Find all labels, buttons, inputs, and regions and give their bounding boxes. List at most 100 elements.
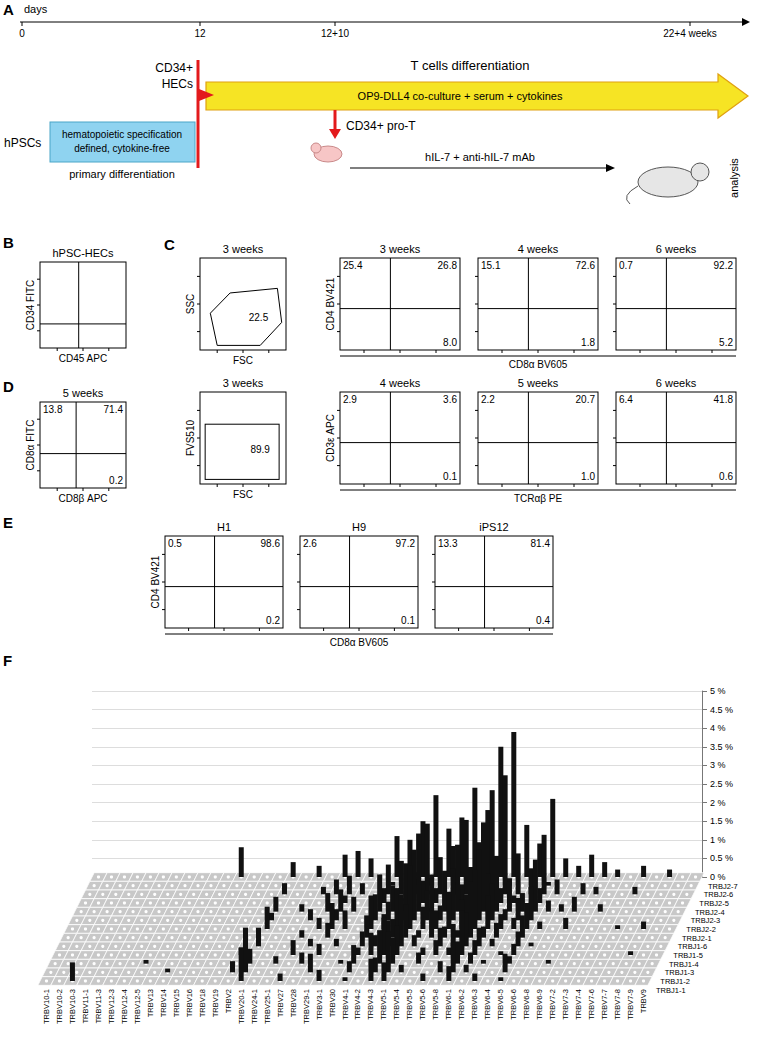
svg-text:TRBJ2-4: TRBJ2-4: [695, 908, 725, 917]
svg-text:FSC: FSC: [233, 355, 253, 366]
svg-text:TRBV7-8: TRBV7-8: [613, 989, 622, 1020]
svg-text:TRBV18: TRBV18: [198, 989, 207, 1017]
svg-text:3.6: 3.6: [443, 394, 457, 405]
svg-text:TRBV4-1: TRBV4-1: [341, 989, 350, 1020]
svg-text:4 %: 4 %: [710, 723, 726, 733]
svg-text:TRBJ1-6: TRBJ1-6: [678, 942, 708, 951]
svg-text:2 %: 2 %: [710, 798, 726, 808]
svg-text:0.1: 0.1: [401, 615, 415, 626]
svg-text:3 weeks: 3 weeks: [223, 377, 264, 389]
svg-text:TRBJ2-2: TRBJ2-2: [686, 925, 716, 934]
svg-text:TRBV6-8: TRBV6-8: [522, 989, 531, 1020]
svg-text:2.9: 2.9: [343, 394, 357, 405]
svg-text:analysis: analysis: [728, 158, 740, 198]
svg-text:TRBV12-4: TRBV12-4: [120, 989, 129, 1024]
svg-text:TRBV24-1: TRBV24-1: [250, 989, 259, 1024]
svg-text:3.5 %: 3.5 %: [710, 742, 733, 752]
svg-text:5 weeks: 5 weeks: [63, 387, 104, 399]
svg-text:CD8α FITC: CD8α FITC: [25, 420, 36, 471]
svg-text:TRBV7-6: TRBV7-6: [587, 989, 596, 1020]
svg-text:CD8α BV605: CD8α BV605: [330, 637, 389, 648]
svg-text:TRBV6-6: TRBV6-6: [509, 989, 518, 1020]
svg-text:6.4: 6.4: [619, 394, 633, 405]
svg-text:5 weeks: 5 weeks: [518, 377, 559, 389]
svg-text:H1: H1: [217, 521, 231, 533]
svg-text:0: 0: [19, 28, 25, 39]
svg-text:TRBV3-1: TRBV3-1: [315, 989, 324, 1020]
svg-text:TRBV5-1: TRBV5-1: [379, 989, 388, 1020]
svg-text:41.8: 41.8: [714, 394, 734, 405]
svg-text:3 %: 3 %: [710, 760, 726, 770]
svg-text:FVS510: FVS510: [185, 419, 196, 456]
svg-text:TRBV15: TRBV15: [172, 989, 181, 1017]
svg-text:TRBJ2-1: TRBJ2-1: [682, 934, 712, 943]
svg-text:TRBV11-1: TRBV11-1: [81, 989, 90, 1023]
svg-text:0.5 %: 0.5 %: [710, 853, 733, 863]
svg-text:A: A: [3, 1, 14, 18]
svg-text:TRBV29-1: TRBV29-1: [302, 989, 311, 1024]
svg-text:20.7: 20.7: [576, 394, 596, 405]
svg-text:hIL-7 + anti-hIL-7 mAb: hIL-7 + anti-hIL-7 mAb: [425, 151, 535, 163]
svg-text:CD4 BV421: CD4 BV421: [150, 555, 161, 608]
svg-text:TRBV28: TRBV28: [289, 989, 298, 1017]
svg-text:TRBV2: TRBV2: [224, 989, 233, 1013]
svg-text:E: E: [3, 514, 13, 531]
svg-text:TRBV5-4: TRBV5-4: [392, 989, 401, 1020]
svg-text:hematopoietic specification: hematopoietic specification: [62, 129, 182, 140]
svg-text:TRBV6-2: TRBV6-2: [457, 989, 466, 1020]
svg-text:days: days: [24, 3, 48, 15]
svg-text:4.5 %: 4.5 %: [710, 705, 733, 715]
svg-text:CD4 BV421: CD4 BV421: [325, 277, 336, 330]
svg-text:TRBV19: TRBV19: [211, 989, 220, 1017]
svg-text:defined, cytokine-free: defined, cytokine-free: [74, 143, 170, 154]
svg-text:22.5: 22.5: [249, 312, 269, 323]
svg-text:72.6: 72.6: [576, 260, 596, 271]
svg-text:CD45 APC: CD45 APC: [59, 353, 107, 364]
svg-text:0.7: 0.7: [619, 260, 633, 271]
svg-text:TRBV6-1: TRBV6-1: [444, 989, 453, 1020]
svg-text:2.5 %: 2.5 %: [710, 779, 733, 789]
svg-text:CD34 FITC: CD34 FITC: [25, 280, 36, 331]
svg-text:3 weeks: 3 weeks: [380, 243, 421, 255]
svg-text:TRBV5-6: TRBV5-6: [418, 989, 427, 1020]
svg-text:D: D: [3, 378, 14, 395]
svg-text:TRBJ1-4: TRBJ1-4: [669, 960, 699, 969]
svg-text:0.1: 0.1: [443, 471, 457, 482]
svg-text:TRBV20-1: TRBV20-1: [237, 989, 246, 1024]
svg-text:TRBV30: TRBV30: [328, 989, 337, 1017]
svg-text:TRBV14: TRBV14: [159, 989, 168, 1017]
svg-text:0.2: 0.2: [266, 615, 280, 626]
svg-text:1.8: 1.8: [581, 337, 595, 348]
svg-text:13.8: 13.8: [43, 404, 63, 415]
svg-text:H9: H9: [352, 521, 366, 533]
svg-text:TRBV6-5: TRBV6-5: [496, 989, 505, 1020]
svg-text:CD8α BV605: CD8α BV605: [509, 359, 568, 370]
svg-text:4 weeks: 4 weeks: [518, 243, 559, 255]
svg-text:TRBV12-3: TRBV12-3: [107, 989, 116, 1024]
svg-text:TRBJ1-5: TRBJ1-5: [673, 951, 703, 960]
svg-text:TRBV4-3: TRBV4-3: [366, 989, 375, 1020]
svg-text:1.5 %: 1.5 %: [710, 816, 733, 826]
svg-text:22+4 weeks: 22+4 weeks: [663, 28, 717, 39]
svg-text:TRBV5-8: TRBV5-8: [431, 989, 440, 1020]
svg-text:TRBV10-2: TRBV10-2: [55, 989, 64, 1024]
svg-text:TRBV7-3: TRBV7-3: [561, 989, 570, 1020]
svg-text:1 %: 1 %: [710, 835, 726, 845]
svg-text:0.6: 0.6: [719, 471, 733, 482]
svg-text:TRBV7-4: TRBV7-4: [574, 989, 583, 1020]
svg-text:0.2: 0.2: [109, 475, 123, 486]
svg-text:TRBV16: TRBV16: [185, 989, 194, 1017]
svg-text:TCRαβ PE: TCRαβ PE: [514, 493, 563, 504]
svg-text:TRBV7-9: TRBV7-9: [626, 989, 635, 1020]
svg-text:TRBJ1-1: TRBJ1-1: [656, 986, 686, 995]
svg-text:25.4: 25.4: [343, 260, 363, 271]
svg-text:12+10: 12+10: [321, 28, 350, 39]
svg-text:hPSC-HECs: hPSC-HECs: [52, 247, 114, 259]
svg-text:TRBJ1-2: TRBJ1-2: [660, 977, 690, 986]
svg-text:TRBJ1-3: TRBJ1-3: [665, 968, 695, 977]
svg-text:8.0: 8.0: [443, 337, 457, 348]
svg-text:TRBV6-3: TRBV6-3: [470, 989, 479, 1020]
svg-text:TRBJ2-5: TRBJ2-5: [699, 899, 729, 908]
svg-text:TRBV6-9: TRBV6-9: [535, 989, 544, 1020]
svg-text:TRBV27: TRBV27: [276, 989, 285, 1017]
